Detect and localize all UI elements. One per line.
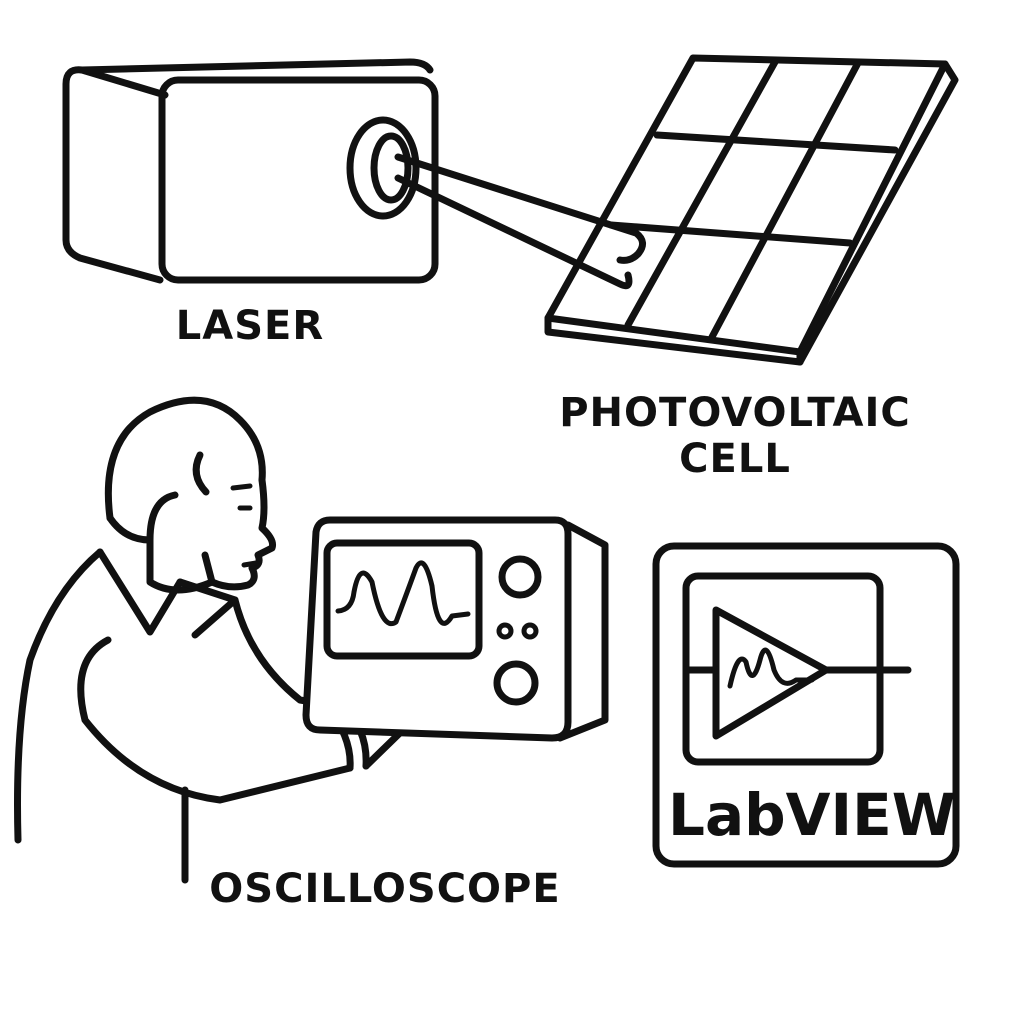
solar-panel-icon	[544, 54, 959, 366]
amplifier-waveform-icon	[652, 542, 960, 868]
laser-beam-icon	[394, 153, 646, 290]
photovoltaic-label-line1: PHOTOVOLTAIC	[559, 390, 911, 436]
photovoltaic-label-line2: CELL	[679, 436, 791, 482]
oscilloscope-label: OSCILLOSCOPE	[209, 866, 561, 912]
oscilloscope-icon	[302, 516, 609, 742]
laser-icon	[62, 58, 439, 284]
laser-label: LASER	[175, 303, 325, 349]
photovoltaic-cell-label: PHOTOVOLTAIC CELL	[545, 390, 925, 482]
labview-label: LabVIEW	[668, 781, 956, 849]
